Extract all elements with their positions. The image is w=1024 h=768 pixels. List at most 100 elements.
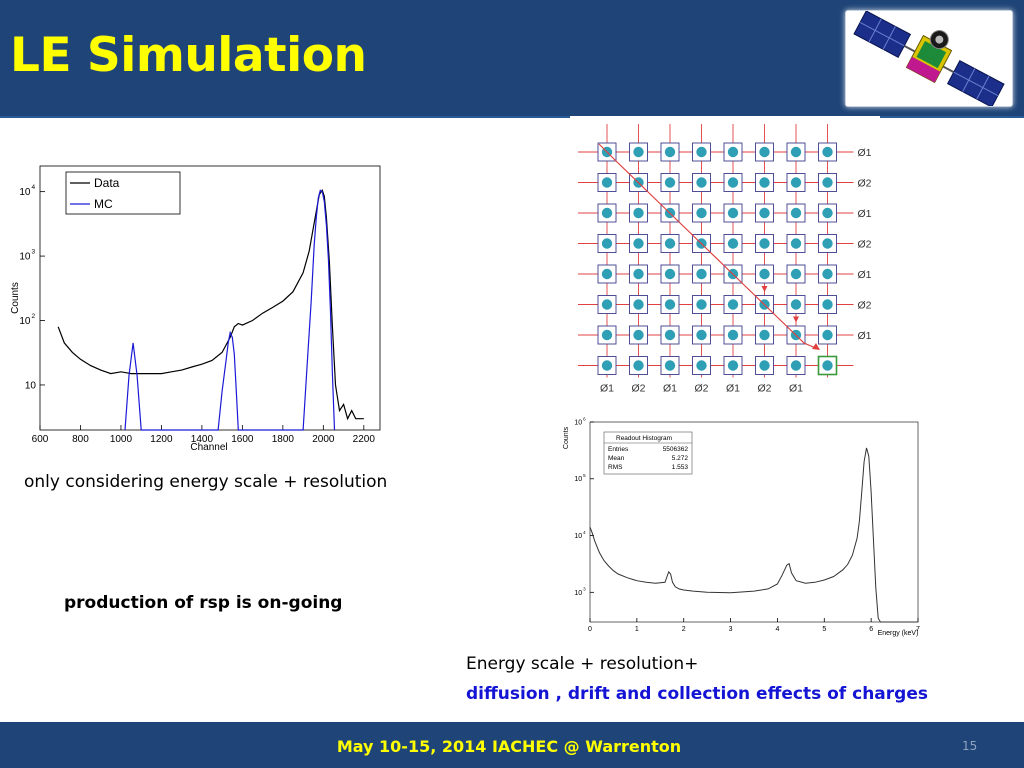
x-tick-label: 1600 — [231, 434, 254, 445]
pixel-dot — [759, 360, 770, 371]
x-tick-label: 1000 — [110, 434, 133, 445]
pixel-dot — [790, 360, 802, 371]
x-tick-label: 800 — [72, 434, 89, 445]
stats-entries-label: Entries — [608, 446, 629, 453]
pixel-dot — [727, 238, 739, 249]
pixel-dot — [696, 207, 707, 219]
pixel-dot — [696, 299, 707, 310]
column-phase-label: Ø2 — [694, 383, 708, 395]
pixel-dot — [633, 299, 644, 310]
pixel-dot — [633, 360, 644, 371]
y-tick-label: 10 — [25, 380, 37, 391]
y-tick-exponent: 4 — [32, 184, 36, 191]
x-tick-label: 3 — [729, 626, 733, 633]
pixel-dot — [727, 329, 739, 341]
pixel-dot — [727, 207, 739, 219]
row-phase-label: Ø1 — [858, 330, 872, 342]
pixel-dot — [822, 177, 833, 188]
caption-energy-scale: only considering energy scale + resoluti… — [24, 472, 388, 492]
pixel-dot — [790, 207, 802, 219]
x-tick-label: 6 — [869, 626, 873, 633]
pixel-dot — [822, 238, 833, 249]
hop-arrow — [761, 286, 768, 292]
pixel-dot — [633, 329, 644, 341]
pixel-dot — [601, 299, 613, 310]
y-tick-label: 10 — [574, 590, 582, 597]
x-axis-label: Energy (keV) — [878, 630, 919, 637]
y-tick-exponent: 6 — [583, 416, 586, 421]
series-line-0 — [589, 447, 918, 623]
pixel-dot — [633, 238, 644, 249]
pixel-dot — [759, 329, 770, 341]
stats-rms-value: 1.553 — [672, 464, 689, 471]
satellite-logo — [845, 10, 1013, 108]
stats-entries-value: 5506362 — [663, 446, 689, 453]
y-tick-label: 10 — [574, 419, 582, 426]
slide-footer: May 10-15, 2014 IACHEC @ Warrenton 15 — [0, 722, 1024, 768]
pixel-dot — [696, 146, 707, 158]
y-tick-exponent: 3 — [583, 587, 586, 592]
pixel-diagram-svg: Ø1 Ø2 Ø1 Ø2 Ø1 Ø2 Ø1 Ø1 Ø2 Ø1 Ø2 Ø1 Ø2 Ø1 — [578, 124, 872, 395]
caption-energy-resolution-plus: Energy scale + resolution+ — [466, 654, 699, 674]
pixel-dot — [664, 177, 676, 188]
pixel-dot — [759, 238, 770, 249]
caption-production: production of rsp is on-going — [64, 593, 343, 613]
pixel-dot — [601, 238, 613, 249]
x-tick-label: 2 — [682, 626, 686, 633]
legend-mc-label: MC — [94, 197, 113, 211]
histogram-legend: Data MC — [65, 171, 181, 215]
x-tick-label: 4 — [775, 626, 779, 633]
x-tick-label: 1400 — [191, 434, 214, 445]
x-tick-label: 600 — [32, 434, 49, 445]
column-phase-label: Ø1 — [726, 383, 740, 395]
pixel-dot — [727, 146, 739, 158]
stats-rms-label: RMS — [608, 464, 623, 471]
pixel-dot — [727, 177, 739, 188]
row-phase-label: Ø1 — [858, 208, 872, 220]
pixel-dot — [790, 238, 802, 249]
y-tick-exponent: 3 — [32, 249, 36, 256]
row-phase-label: Ø1 — [858, 147, 872, 159]
pixel-dot — [601, 329, 613, 341]
pixel-dot — [822, 299, 833, 310]
pixel-dot — [664, 146, 676, 158]
column-phase-label: Ø1 — [663, 383, 677, 395]
pixel-dot — [601, 360, 613, 371]
series-line-1 — [124, 189, 336, 431]
y-tick-exponent: 5 — [583, 473, 586, 478]
pixel-dot — [696, 177, 707, 188]
y-tick-label: 10 — [19, 316, 31, 327]
column-phase-label: Ø2 — [757, 383, 771, 395]
y-axis-label: Counts — [10, 282, 21, 314]
x-tick-label: 7 — [916, 626, 920, 633]
series-line-0 — [57, 188, 364, 421]
row-phase-label: Ø2 — [858, 300, 872, 312]
slide-title: LE Simulation — [10, 28, 367, 83]
stats-title: Readout Histogram — [616, 435, 672, 442]
pixel-dot — [633, 146, 644, 158]
y-tick-label: 10 — [574, 476, 582, 483]
pixel-dot — [759, 207, 770, 219]
pixel-dot — [822, 268, 833, 280]
column-phase-label: Ø2 — [631, 383, 645, 395]
channel-histogram: 600 800 1000 1200 1400 1600 1800 2000 2200 10 4 10 3… — [4, 160, 388, 458]
x-tick-label: 1800 — [272, 434, 295, 445]
pixel-dot — [727, 360, 739, 371]
x-tick-label: 2000 — [312, 434, 335, 445]
pixel-dot — [696, 329, 707, 341]
pixel-dot — [822, 207, 833, 219]
page-number: 15 — [962, 739, 978, 753]
pixel-dot — [822, 360, 833, 371]
x-tick-label: 1200 — [150, 434, 173, 445]
charge-transfer-path — [598, 143, 819, 350]
x-axis-label: Channel — [190, 442, 227, 453]
plot-frame — [589, 421, 919, 623]
pixel-dot — [696, 360, 707, 371]
pixel-dot — [664, 360, 676, 371]
pixel-dot — [664, 268, 676, 280]
hop-arrow — [793, 316, 799, 323]
pixel-dot — [601, 268, 613, 280]
pixel-dot — [822, 146, 833, 158]
y-tick-label: 10 — [574, 533, 582, 540]
y-axis-label: Counts — [563, 426, 570, 449]
